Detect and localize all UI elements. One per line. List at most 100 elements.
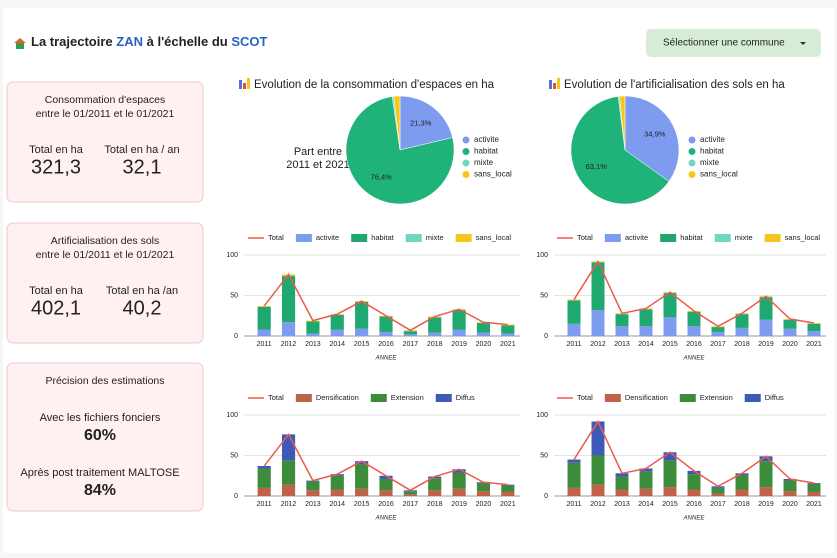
y-tick-label: 0 bbox=[234, 493, 238, 500]
x-tick-label: 2020 bbox=[782, 501, 798, 508]
metric-value: 321,3 bbox=[31, 156, 81, 178]
bar bbox=[759, 319, 773, 336]
bar bbox=[735, 327, 749, 336]
bar bbox=[330, 329, 344, 336]
bar bbox=[452, 329, 466, 336]
chart-title: Evolution de l'artificialisation des sol… bbox=[564, 79, 785, 91]
x-tick-label: 2015 bbox=[662, 501, 678, 508]
pie-slice bbox=[399, 95, 453, 151]
slice-label: 34,9% bbox=[644, 130, 666, 139]
bar bbox=[281, 276, 296, 323]
x-tick-label: 2013 bbox=[614, 501, 630, 508]
bar bbox=[663, 317, 677, 336]
legend-label: mixte bbox=[700, 158, 720, 167]
bar bbox=[257, 329, 271, 336]
bar bbox=[783, 319, 797, 329]
pie-slice bbox=[393, 95, 401, 151]
metric-label: Total en ha / an bbox=[104, 144, 179, 156]
y-tick-label: 100 bbox=[226, 252, 238, 259]
bar bbox=[711, 327, 725, 332]
bar bbox=[639, 488, 653, 496]
bar bbox=[355, 464, 369, 489]
commune-select[interactable]: Sélectionner une commune bbox=[646, 29, 821, 57]
x-tick-label: 2015 bbox=[662, 341, 678, 348]
x-tick-label: 2020 bbox=[782, 341, 798, 348]
legend-swatch bbox=[462, 148, 470, 155]
bar bbox=[663, 460, 677, 488]
bar bbox=[330, 474, 344, 476]
x-tick-label: 2021 bbox=[500, 341, 516, 348]
bar bbox=[281, 460, 296, 485]
legend-swatch bbox=[462, 136, 470, 144]
x-tick-label: 2014 bbox=[638, 341, 654, 348]
bar bbox=[711, 331, 725, 336]
bar bbox=[403, 334, 417, 336]
x-tick-label: 2015 bbox=[354, 341, 370, 348]
bar bbox=[615, 314, 629, 327]
x-tick-label: 2014 bbox=[329, 501, 345, 508]
legend-swatch bbox=[679, 394, 696, 402]
x-axis-title: ANNEE bbox=[375, 516, 398, 522]
bar bbox=[567, 299, 581, 301]
bar bbox=[428, 332, 442, 336]
bar bbox=[306, 490, 320, 496]
bar bbox=[501, 484, 515, 486]
bar bbox=[807, 323, 821, 332]
y-tick-label: 0 bbox=[544, 493, 548, 500]
total-line bbox=[573, 259, 815, 328]
x-tick-label: 2012 bbox=[281, 501, 297, 508]
bar bbox=[257, 306, 271, 307]
x-tick-label: 2014 bbox=[329, 341, 345, 348]
select-box[interactable] bbox=[646, 29, 821, 57]
legend-label: Extension bbox=[391, 393, 424, 402]
select-arrow[interactable] bbox=[800, 42, 806, 45]
bar bbox=[379, 475, 393, 479]
legend-label: activite bbox=[474, 135, 499, 144]
legend-label: Total bbox=[268, 393, 284, 402]
title-icon bbox=[557, 78, 560, 89]
bar bbox=[257, 306, 271, 330]
legend-swatch bbox=[688, 148, 696, 155]
legend-swatch bbox=[688, 136, 696, 144]
bar bbox=[281, 434, 296, 461]
bar bbox=[783, 328, 797, 336]
legend-swatch bbox=[455, 234, 472, 242]
bar bbox=[355, 301, 369, 329]
legend-swatch bbox=[764, 234, 781, 242]
bar bbox=[687, 470, 701, 475]
x-axis-title: ANNEE bbox=[375, 356, 398, 362]
x-tick-label: 2011 bbox=[566, 341, 581, 348]
pie-slice bbox=[619, 95, 626, 151]
bar bbox=[257, 487, 271, 496]
bar bbox=[281, 484, 296, 496]
legend-swatch bbox=[744, 394, 761, 402]
x-tick-label: 2016 bbox=[686, 501, 702, 508]
pie-slice bbox=[345, 96, 455, 205]
bar bbox=[639, 309, 653, 327]
x-tick-label: 2013 bbox=[614, 341, 630, 348]
title-icon bbox=[243, 83, 246, 89]
metric-value: 40,2 bbox=[123, 297, 162, 319]
select-label[interactable]: Sélectionner une commune bbox=[663, 38, 785, 49]
slice-label: 76,4% bbox=[371, 173, 393, 182]
bar bbox=[355, 328, 369, 336]
metric-label: Total en ha bbox=[29, 144, 84, 156]
legend-label: mixte bbox=[474, 158, 494, 167]
bar bbox=[501, 324, 515, 326]
x-tick-label: 2021 bbox=[806, 501, 822, 508]
bar bbox=[591, 455, 605, 485]
legend-label: mixte bbox=[426, 233, 444, 242]
bar bbox=[711, 487, 725, 494]
bar bbox=[567, 300, 581, 324]
bar bbox=[355, 461, 369, 465]
legend-swatch bbox=[688, 171, 696, 178]
bar bbox=[476, 323, 491, 333]
bar bbox=[735, 474, 749, 490]
legend-swatch bbox=[295, 234, 312, 242]
bar bbox=[306, 321, 320, 334]
bar bbox=[379, 478, 393, 491]
bar bbox=[501, 491, 515, 496]
title-part: SCOT bbox=[231, 34, 267, 49]
x-tick-label: 2011 bbox=[257, 341, 272, 348]
card-title: Consommation d'espaces bbox=[45, 94, 165, 106]
